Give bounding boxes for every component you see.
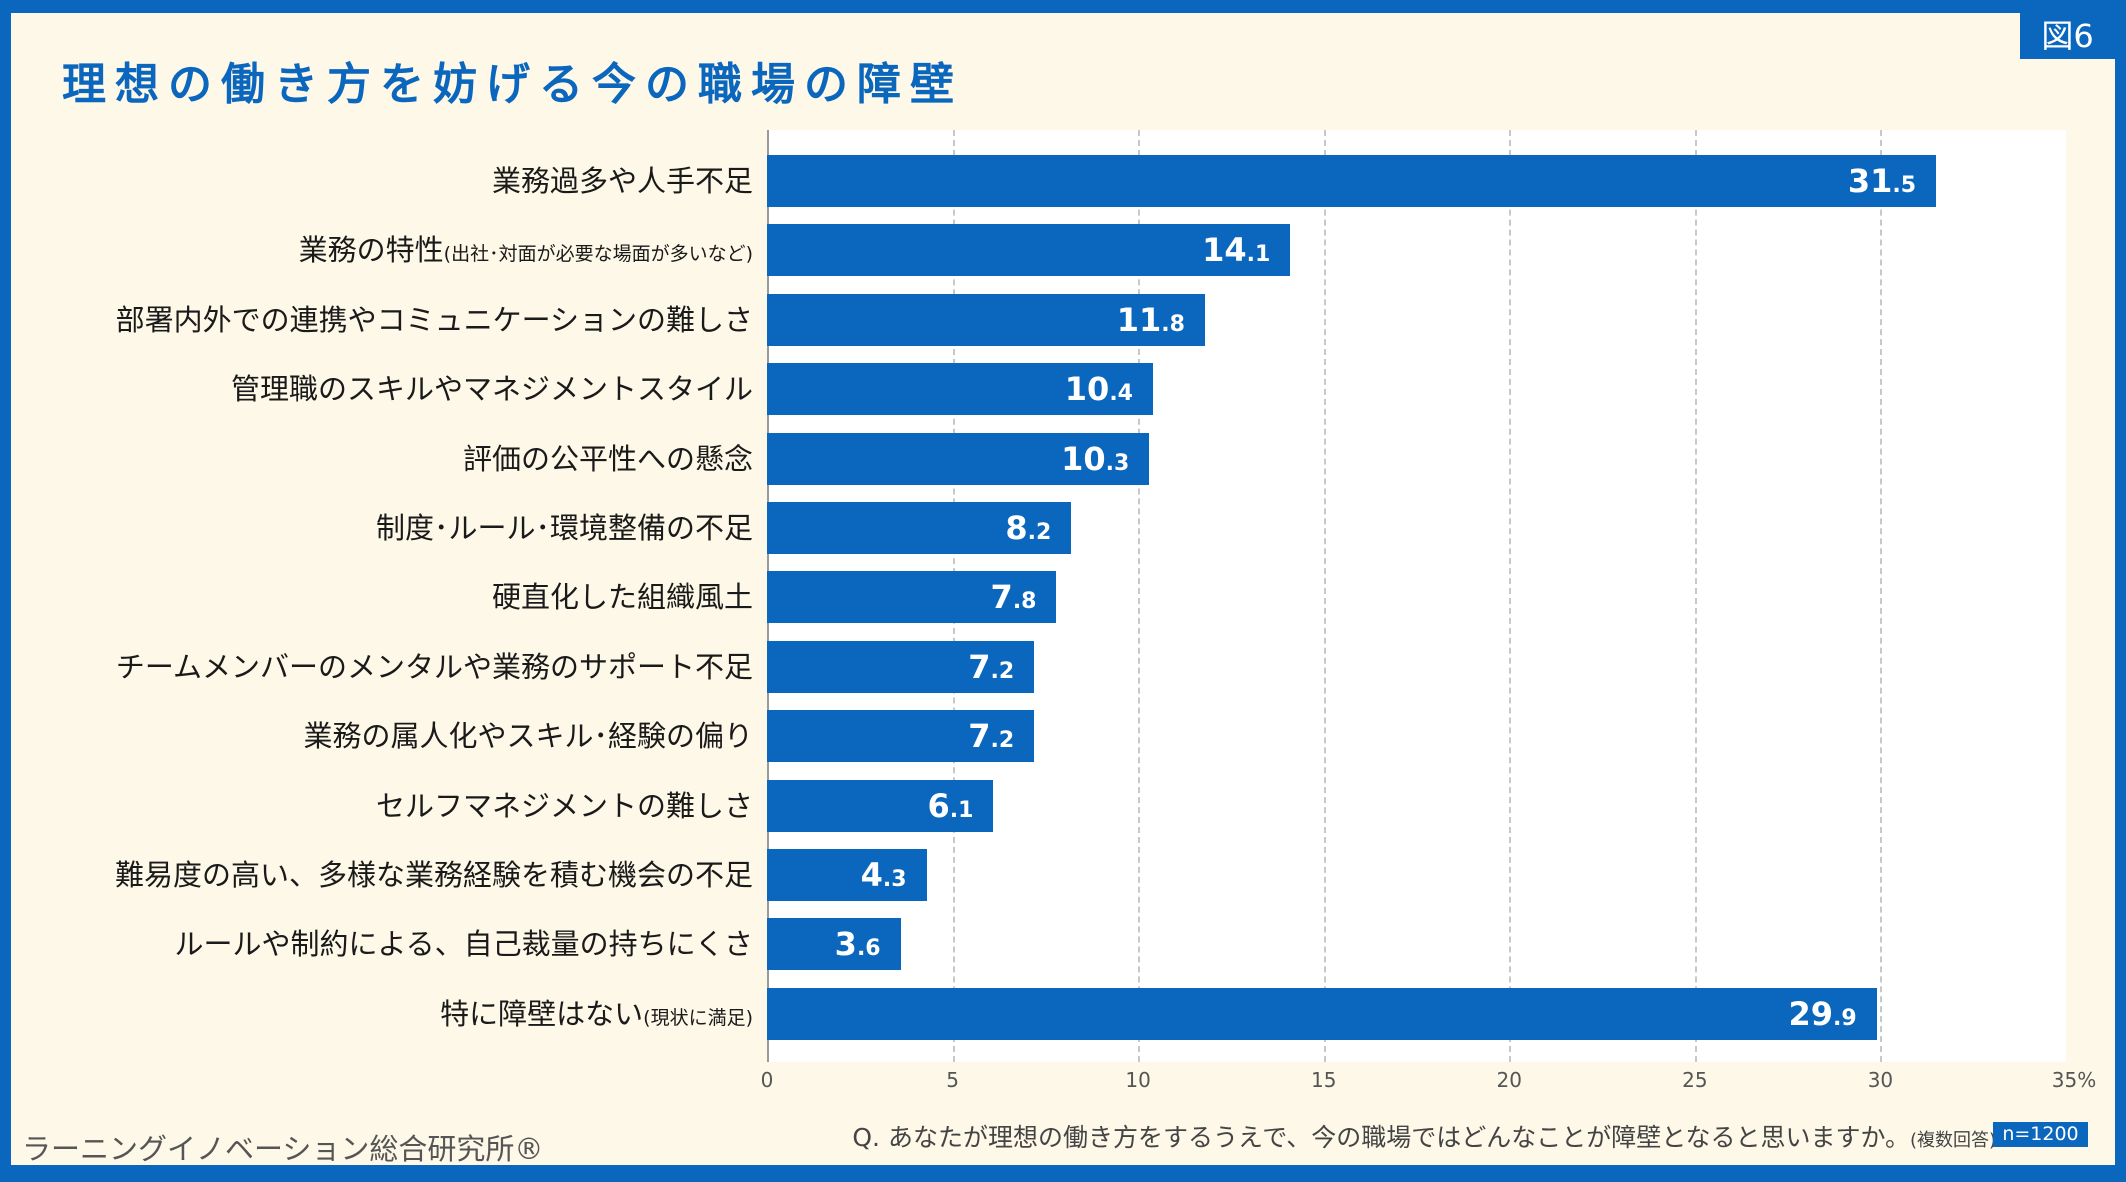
data-label: 29.9: [1788, 994, 1857, 1033]
data-label: 3.6: [834, 925, 881, 964]
category-label-text: 業務の特性: [298, 233, 444, 268]
gridline: [1880, 130, 1883, 1062]
category-label-text: 評価の公平性への懸念: [462, 441, 753, 476]
bar: 31.5: [767, 155, 1937, 207]
bar: 10.3: [767, 432, 1150, 485]
source-credit: ラーニングイノベーション総合研究所®: [22, 1132, 544, 1166]
category-label-text: 業務過多や人手不足: [491, 164, 753, 198]
category-label: セルフマネジメントの難しさ: [376, 780, 753, 832]
category-label: 業務の特性(出社･対面が必要な場面が多いなど): [299, 224, 753, 276]
data-label: 10.3: [1061, 439, 1130, 478]
category-label-text: ルールや制約による、自己裁量の持ちにくさ: [174, 927, 753, 962]
category-label-text: 難易度の高い、多様な業務経験を積む機会の不足: [114, 858, 753, 892]
category-label: 難易度の高い、多様な業務経験を積む機会の不足: [115, 849, 753, 901]
bar: 10.4: [767, 363, 1153, 416]
question-text: Q. あなたが理想の働き方をするうえで、今の職場ではどんなことが障壁となると思い…: [852, 1123, 1910, 1152]
category-label: 評価の公平性への懸念: [463, 433, 753, 485]
category-label-text: 特に障壁はない: [440, 996, 644, 1031]
category-label: 業務過多や人手不足: [492, 155, 753, 207]
data-label: 7.8: [990, 578, 1037, 617]
gridline: [1323, 130, 1326, 1062]
data-label: 31.5: [1847, 162, 1917, 200]
survey-question: Q. あなたが理想の働き方をするうえで、今の職場ではどんなことが障壁となると思い…: [852, 1118, 1996, 1154]
category-label-text: セルフマネジメントの難しさ: [375, 788, 753, 823]
category-label: 業務の属人化やスキル･経験の偏り: [303, 710, 753, 762]
category-label: 制度･ルール･環境整備の不足: [376, 502, 753, 554]
gridline: [1138, 130, 1141, 1062]
sample-size-badge: n=1200: [1993, 1122, 2088, 1147]
category-label: 硬直化した組織風土: [492, 571, 753, 623]
bar: 6.1: [767, 779, 994, 832]
data-label: 10.4: [1064, 370, 1133, 409]
category-label-note: (現状に満足): [643, 1006, 753, 1029]
category-label: 部署内外での連携やコミュニケーションの難しさ: [116, 294, 753, 346]
figure-badge: 図6: [2020, 13, 2115, 59]
gridline: [1694, 130, 1697, 1062]
x-tick-label: 20: [1496, 1068, 1523, 1092]
category-label: チームメンバーのメンタルや業務のサポート不足: [116, 641, 753, 693]
x-tick-label: 0: [760, 1068, 774, 1092]
question-note: (複数回答): [1909, 1130, 1996, 1151]
category-label-text: 管理職のスキルやマネジメントスタイル: [230, 372, 753, 407]
data-label: 8.2: [1005, 509, 1052, 547]
bar: 29.9: [767, 987, 1877, 1040]
gridline: [1509, 130, 1512, 1062]
x-tick-label: 35%: [2051, 1068, 2097, 1092]
bar: 7.2: [767, 640, 1035, 693]
data-label: 14.1: [1202, 231, 1271, 270]
data-label: 6.1: [927, 786, 974, 825]
data-label: 4.3: [860, 856, 907, 894]
chart-title: 理想の働き方を妨げる今の職場の障壁: [62, 59, 963, 110]
bar: 8.2: [767, 502, 1072, 554]
bar: 4.3: [767, 849, 927, 901]
x-tick-label: 5: [946, 1068, 959, 1092]
x-tick-label: 25: [1682, 1068, 1708, 1092]
category-label: 管理職のスキルやマネジメントスタイル: [231, 363, 753, 415]
x-tick-label: 15: [1310, 1068, 1337, 1092]
bar: 14.1: [767, 224, 1291, 277]
plot-area: 31.5 14.1 11.8 10.4 10.3 8.2 7.8 7.2 7.2 6.1 4.3 3.…: [767, 130, 2066, 1062]
data-label: 7.2: [968, 717, 1015, 756]
category-label-note: (出社･対面が必要な場面が多いなど): [443, 243, 753, 266]
bar: 3.6: [767, 918, 901, 971]
category-label-text: チームメンバーのメンタルや業務のサポート不足: [115, 649, 753, 684]
category-label-text: 業務の属人化やスキル･経験の偏り: [303, 719, 753, 754]
category-label: ルールや制約による、自己裁量の持ちにくさ: [174, 918, 753, 970]
x-tick-label: 10: [1125, 1068, 1151, 1092]
x-tick-label: 30: [1867, 1068, 1894, 1092]
bar: 11.8: [767, 293, 1205, 346]
bar: 7.8: [767, 571, 1057, 624]
category-label-text: 制度･ルール･環境整備の不足: [375, 511, 753, 545]
category-label: 特に障壁はない(現状に満足): [440, 988, 753, 1040]
bar: 7.2: [767, 710, 1035, 763]
data-label: 7.2: [968, 647, 1015, 686]
category-label-text: 硬直化した組織風土: [491, 580, 753, 615]
category-label-text: 部署内外での連携やコミュニケーションの難しさ: [115, 302, 753, 337]
data-label: 11.8: [1116, 300, 1185, 339]
